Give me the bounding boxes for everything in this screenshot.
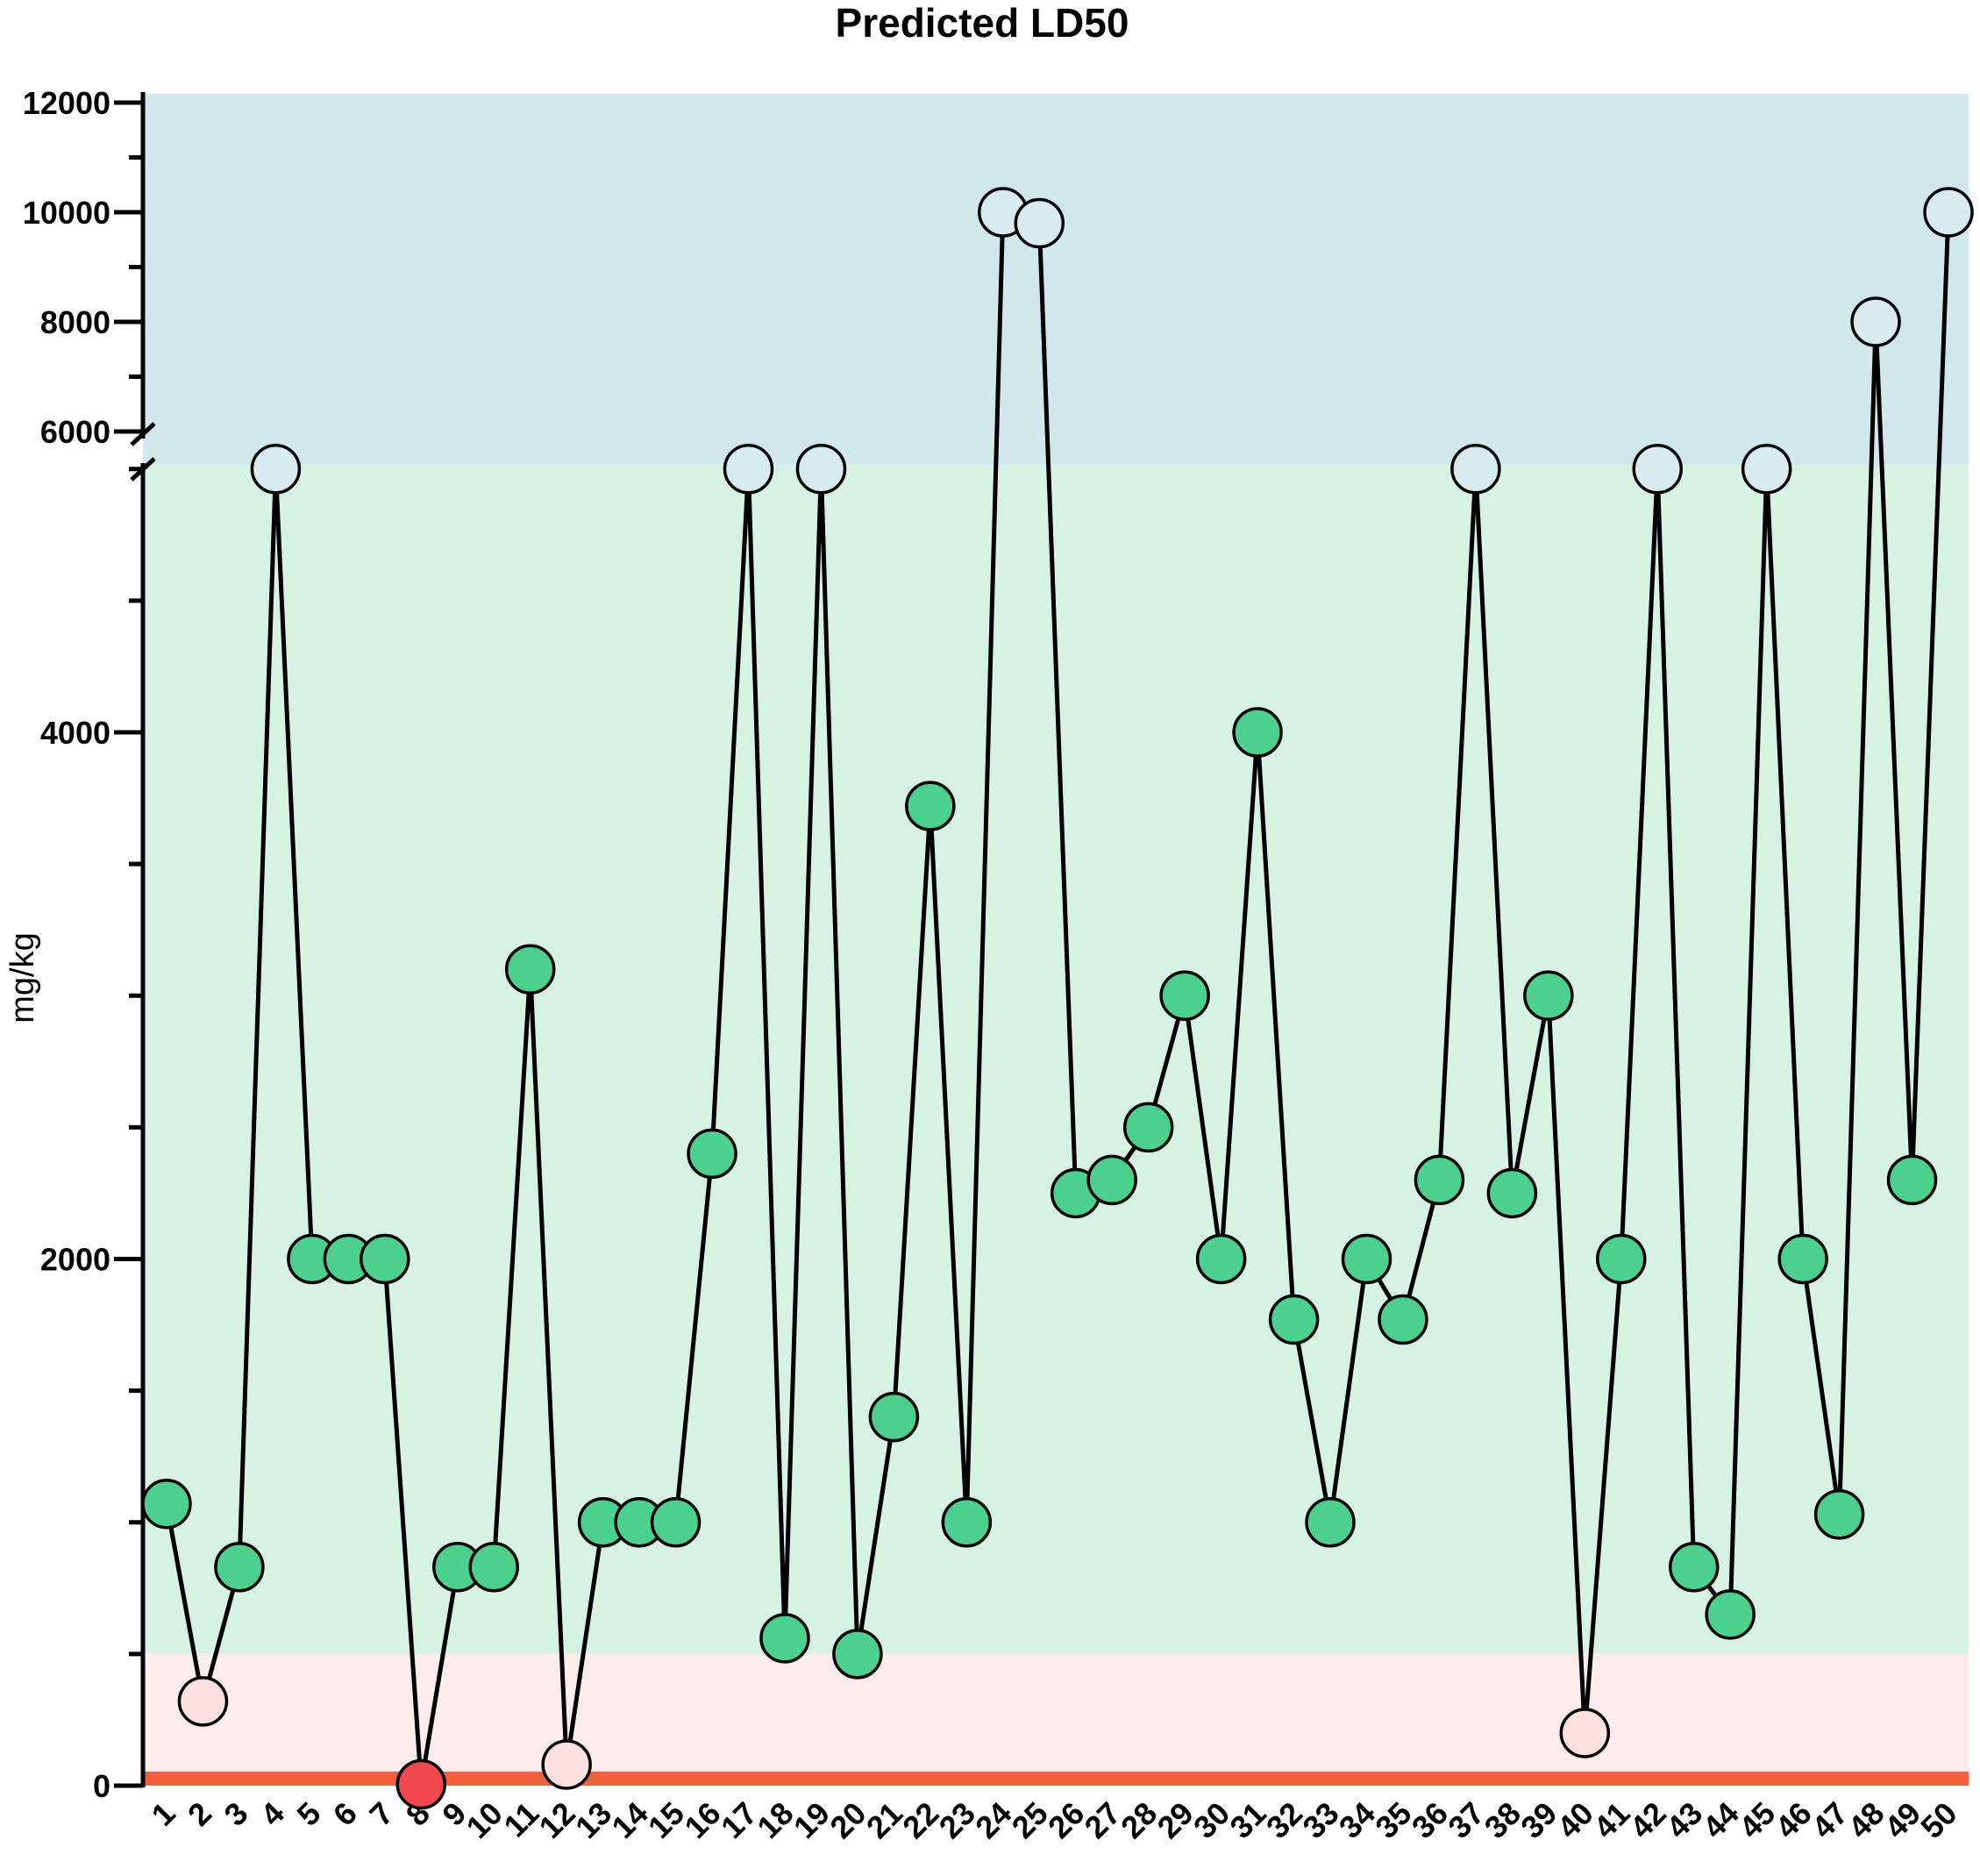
data-point xyxy=(1923,187,1974,238)
band-toxic xyxy=(143,1653,1969,1772)
data-point xyxy=(1813,1488,1865,1540)
data-point xyxy=(360,1233,410,1285)
data-point xyxy=(1668,1542,1720,1593)
x-tick-label: 1 xyxy=(145,1795,182,1833)
data-point xyxy=(759,1613,810,1664)
y-tick-label: 8000 xyxy=(40,304,110,340)
data-point xyxy=(1523,970,1574,1021)
x-tick-label: 3 xyxy=(217,1795,254,1833)
data-point xyxy=(1596,1233,1647,1285)
x-tick-label: 2 xyxy=(181,1795,218,1833)
data-point xyxy=(214,1542,265,1593)
data-points xyxy=(141,187,1974,1810)
data-point xyxy=(541,1739,592,1790)
data-point xyxy=(1268,1294,1320,1345)
data-point xyxy=(1232,707,1283,758)
data-point xyxy=(1122,1102,1174,1153)
data-point xyxy=(1705,1589,1756,1640)
data-point xyxy=(1341,1233,1392,1285)
x-tick-label: 4 xyxy=(253,1795,291,1833)
band-low xyxy=(143,94,1969,465)
y-tick-label: 2000 xyxy=(40,1242,110,1278)
data-point xyxy=(1086,1154,1137,1206)
data-point xyxy=(395,1758,447,1810)
x-tick-label: 6 xyxy=(326,1795,364,1833)
data-point xyxy=(905,781,956,831)
data-point xyxy=(141,1478,192,1530)
data-point xyxy=(1559,1708,1611,1758)
data-point xyxy=(250,444,302,495)
data-point xyxy=(795,444,847,495)
data-point xyxy=(1195,1233,1247,1285)
data-point xyxy=(723,444,774,495)
data-point xyxy=(1777,1233,1828,1285)
data-point xyxy=(177,1676,229,1727)
x-tick-label: 50 xyxy=(1913,1795,1963,1845)
data-point xyxy=(868,1391,920,1443)
data-point xyxy=(1632,444,1683,495)
data-point xyxy=(1741,444,1792,495)
data-point xyxy=(1014,197,1065,249)
x-tick-label: 7 xyxy=(362,1795,400,1833)
y-tick-label: 4000 xyxy=(40,715,110,751)
data-point xyxy=(650,1497,702,1548)
data-point xyxy=(504,944,556,995)
data-point xyxy=(832,1629,883,1680)
x-tick-label: 5 xyxy=(289,1795,327,1833)
data-point xyxy=(1486,1167,1538,1219)
chart-title: Predicted LD50 xyxy=(836,0,1129,46)
data-point xyxy=(1305,1497,1356,1548)
data-point xyxy=(1450,444,1501,495)
data-point xyxy=(468,1542,519,1593)
data-point xyxy=(1886,1154,1938,1206)
y-axis-label: mg/kg xyxy=(4,932,41,1023)
y-tick-label: 6000 xyxy=(40,414,110,450)
data-point xyxy=(941,1497,993,1548)
data-point xyxy=(1414,1154,1465,1206)
data-point xyxy=(687,1128,737,1180)
data-point xyxy=(1378,1294,1428,1345)
axis-break-mark xyxy=(130,422,156,446)
band-very-toxic xyxy=(143,1772,1969,1786)
data-point xyxy=(1159,970,1210,1021)
y-tick-label: 0 xyxy=(93,1768,110,1804)
y-tick-label: 12000 xyxy=(23,85,110,121)
y-axis: 0 2000 4000 6000 8000 10000 12000 xyxy=(23,85,156,1804)
data-point xyxy=(1850,296,1901,347)
y-tick-label: 10000 xyxy=(23,195,110,231)
